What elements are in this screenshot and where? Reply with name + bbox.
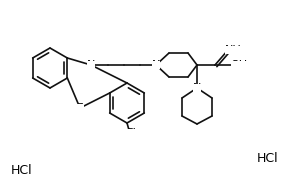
Bar	[231, 61, 247, 69]
Text: HCl: HCl	[11, 163, 33, 176]
Text: N: N	[193, 83, 201, 93]
Bar	[87, 61, 95, 69]
Bar	[225, 46, 241, 54]
Bar	[76, 104, 84, 112]
Text: HCl: HCl	[257, 151, 279, 164]
Text: S: S	[76, 103, 84, 113]
Bar	[124, 129, 138, 137]
Text: N: N	[152, 60, 160, 70]
Bar	[193, 84, 201, 92]
Text: NH: NH	[225, 45, 241, 55]
Text: OH: OH	[231, 60, 247, 70]
Bar	[152, 61, 160, 69]
Text: Cl: Cl	[126, 128, 136, 138]
Text: N: N	[87, 60, 95, 70]
